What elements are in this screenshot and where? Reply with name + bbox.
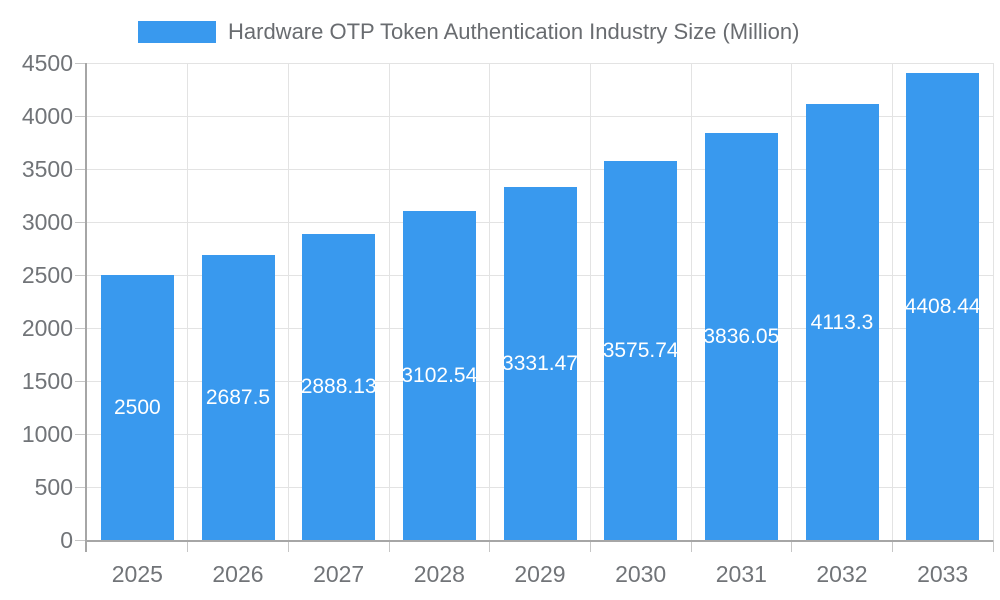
x-tick-mark: [589, 540, 591, 552]
y-tick-label: 1500: [21, 368, 73, 394]
x-tick-label: 2027: [313, 561, 365, 587]
y-axis-line: [85, 63, 87, 552]
y-tick-mark: [75, 433, 87, 435]
x-gridline: [791, 63, 793, 540]
y-tick-label: 4500: [21, 50, 73, 76]
x-tick-label: 2025: [111, 561, 163, 587]
x-tick-mark: [287, 540, 289, 552]
y-tick-mark: [75, 380, 87, 382]
x-tick-label: 2031: [715, 561, 767, 587]
y-gridline: [87, 115, 993, 117]
bar-value-label: 3836.05: [704, 325, 778, 349]
x-tick-mark: [388, 540, 390, 552]
x-tick-mark: [891, 540, 893, 552]
x-gridline: [891, 63, 893, 540]
y-gridline: [87, 168, 993, 170]
y-tick-label: 0: [60, 527, 73, 553]
y-tick-mark: [75, 115, 87, 117]
x-gridline: [187, 63, 189, 540]
x-tick-mark: [690, 540, 692, 552]
bar-value-label: 2500: [113, 396, 161, 419]
y-tick-label: 2000: [21, 315, 73, 341]
bar[interactable]: 2500: [100, 275, 174, 540]
bar[interactable]: 3575.74: [604, 160, 678, 540]
y-tick-label: 1000: [21, 421, 73, 447]
y-tick-label: 3500: [21, 156, 73, 182]
legend-item[interactable]: Hardware OTP Token Authentication Indust…: [138, 19, 799, 45]
bar[interactable]: 4113.3: [805, 104, 879, 540]
bar[interactable]: 2888.13: [302, 233, 376, 540]
x-tick-label: 2026: [212, 561, 264, 587]
x-gridline: [589, 63, 591, 540]
y-tick-label: 2500: [21, 262, 73, 288]
bar-value-label: 4113.3: [810, 310, 874, 334]
plot-area: 2500 2687.5 2888.13 3102.54 3331.47 3575.74 38…: [75, 62, 994, 552]
legend-label: Hardware OTP Token Authentication Indust…: [228, 19, 800, 44]
y-tick-mark: [75, 221, 87, 223]
bar-value-label: 3102.54: [402, 364, 476, 388]
y-tick-mark: [75, 274, 87, 276]
x-gridline: [287, 63, 289, 540]
x-tick-label: 2028: [413, 561, 465, 587]
bar-value-label: 2687.5: [205, 386, 271, 410]
bar[interactable]: 4408.44: [906, 72, 980, 540]
bar-value-label: 3575.74: [604, 338, 678, 362]
legend-swatch: [138, 21, 216, 43]
y-tick-mark: [75, 168, 87, 170]
bar[interactable]: 3836.05: [704, 133, 778, 540]
y-tick-label: 4000: [21, 103, 73, 129]
x-gridline: [690, 63, 692, 540]
y-tick-label: 500: [34, 474, 73, 500]
bar[interactable]: 2687.5: [201, 255, 275, 540]
x-gridline: [992, 63, 994, 540]
x-tick-label: 2030: [615, 561, 667, 587]
x-tick-mark: [489, 540, 491, 552]
x-tick-mark: [992, 540, 994, 552]
y-tick-mark: [75, 486, 87, 488]
y-tick-label: 3000: [21, 209, 73, 235]
y-tick-mark: [75, 62, 87, 64]
x-tick-mark: [187, 540, 189, 552]
x-gridline: [489, 63, 491, 540]
x-tick-label: 2033: [917, 561, 969, 587]
bar[interactable]: 3102.54: [402, 211, 476, 540]
y-tick-mark: [75, 327, 87, 329]
x-tick-label: 2029: [514, 561, 566, 587]
x-axis-line: [85, 540, 993, 542]
bar[interactable]: 3331.47: [503, 186, 577, 540]
bar-value-label: 4408.44: [906, 294, 980, 318]
x-tick-mark: [791, 540, 793, 552]
y-gridline: [87, 62, 993, 64]
x-tick-label: 2032: [816, 561, 868, 587]
x-gridline: [388, 63, 390, 540]
y-tick-mark: [75, 539, 87, 541]
bar-value-label: 3331.47: [503, 351, 577, 375]
bar-value-label: 2888.13: [302, 375, 376, 399]
